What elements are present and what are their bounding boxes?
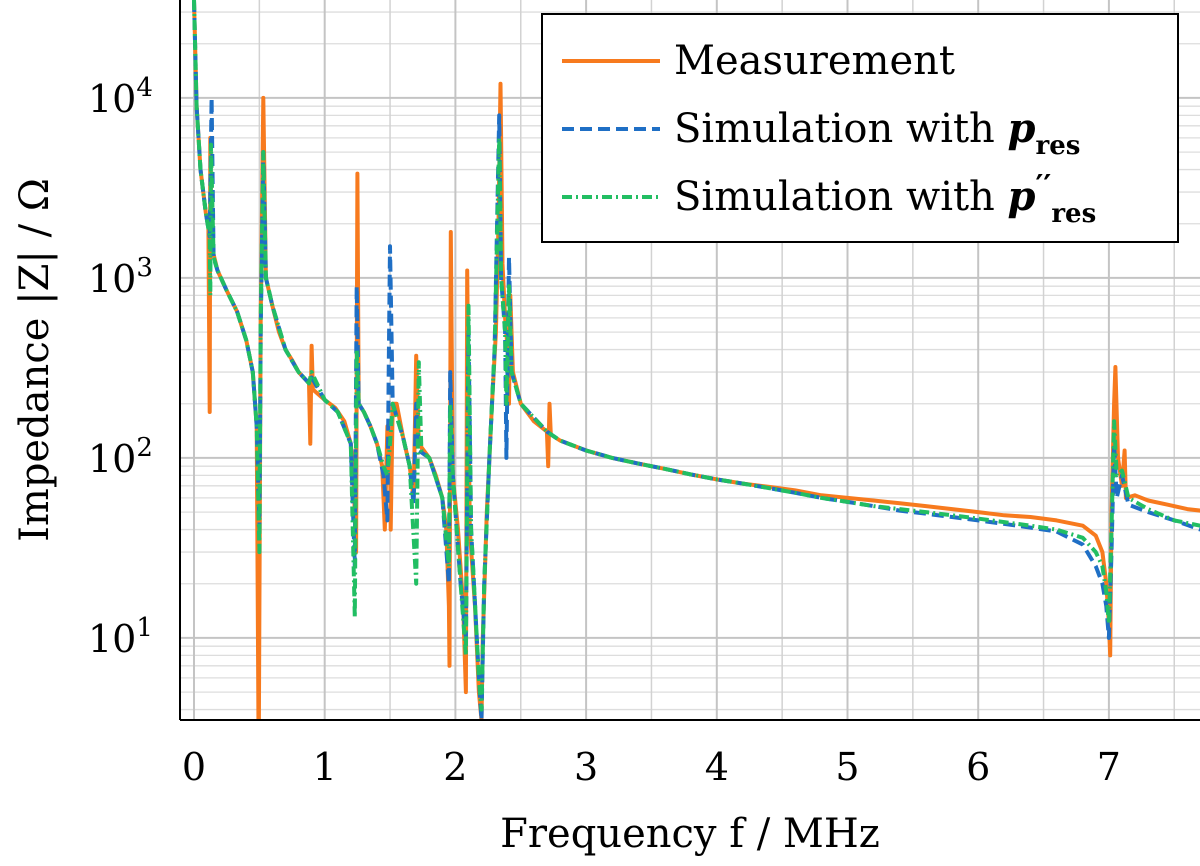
x-tick-label: 7	[1097, 745, 1121, 789]
series-line-2	[192, 0, 1200, 712]
x-tick-label: 6	[966, 745, 990, 789]
x-tick-label: 5	[835, 745, 859, 789]
x-tick-label: 1	[313, 745, 337, 789]
legend: Measurement Simulation with pres Simulatio…	[541, 13, 1179, 243]
y-axis-label: Impedance |Z| / Ω	[12, 178, 58, 542]
y-tick-label: 101	[88, 613, 153, 661]
x-tick-label: 0	[182, 745, 206, 789]
legend-label-0: Measurement	[674, 38, 955, 84]
legend-label-1: Simulation with pres	[674, 105, 1080, 161]
y-tick-label: 103	[88, 253, 153, 301]
series-layer	[192, 0, 1200, 720]
y-tick-label: 102	[88, 433, 153, 481]
axes	[179, 0, 1200, 721]
tick-labels: 0 1 2 3 4 5 6 7 101 102 103 104	[88, 73, 1121, 789]
y-tick-label: 104	[88, 73, 153, 121]
x-axis-label: Frequency f / MHz	[500, 811, 880, 857]
legend-label-2: Simulation with p′′res	[674, 169, 1096, 229]
x-tick-label: 4	[705, 745, 729, 789]
x-tick-label: 2	[443, 745, 467, 789]
x-tick-label: 3	[574, 745, 598, 789]
legend-box	[541, 13, 1179, 243]
